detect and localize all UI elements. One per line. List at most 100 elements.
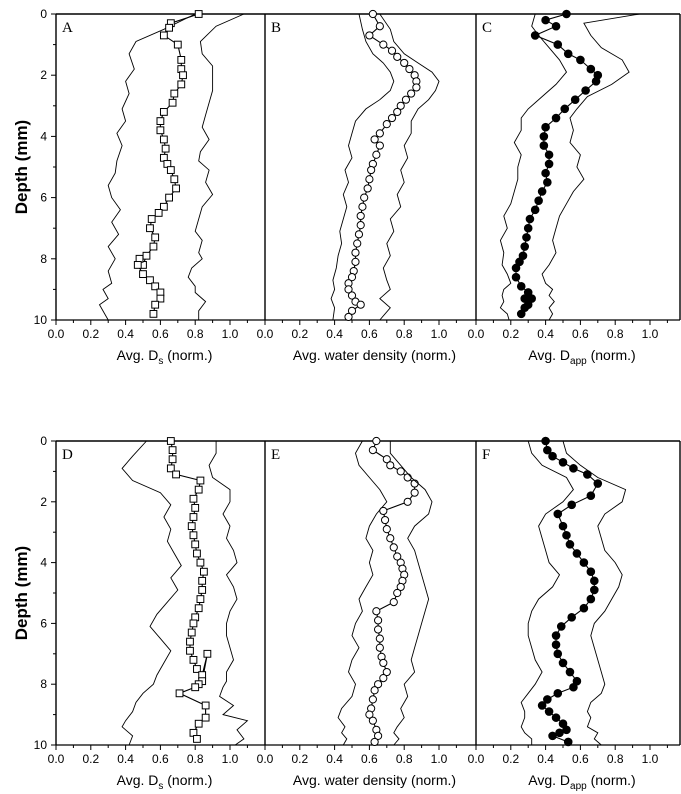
x-axis-title-main: Avg. D: [117, 347, 159, 363]
data-point: [159, 135, 168, 144]
data-point: [365, 710, 374, 719]
data-point: [372, 607, 381, 616]
data-point: [179, 71, 187, 80]
data-point: [565, 540, 575, 549]
x-tick-label: 0.2: [502, 752, 519, 766]
data-point: [151, 300, 160, 309]
data-point: [590, 576, 599, 586]
data-point: [379, 658, 388, 668]
data-point: [363, 184, 372, 193]
data-point: [576, 55, 585, 65]
data-point: [520, 242, 530, 251]
panel-letter: A: [62, 20, 73, 36]
panel-e: 0.0 0.2 0.4 0.6 0.8 1.0 E Avg. water density (n…: [257, 436, 476, 788]
data-point: [356, 300, 365, 309]
series-upper-envelope: [187, 13, 245, 320]
x-tick-label: 1.0: [222, 327, 239, 341]
x-tick-label: 0.8: [187, 752, 204, 766]
data-point: [569, 682, 578, 692]
data-point: [166, 464, 175, 473]
x-tick-label: 0.2: [82, 327, 99, 341]
data-point: [189, 655, 198, 664]
data-point: [191, 683, 200, 692]
data-point: [194, 719, 203, 728]
data-point: [539, 141, 549, 150]
x-tick-label: 0.8: [607, 752, 624, 766]
data-point: [347, 306, 357, 315]
data-point: [172, 470, 180, 479]
x-axis-title-subscript: app: [570, 356, 587, 367]
data-point: [168, 455, 177, 464]
data-point: [368, 9, 377, 19]
data-point: [393, 52, 402, 61]
data-point: [560, 104, 570, 114]
data-point: [567, 613, 577, 622]
series-lower-envelope: [98, 13, 196, 321]
panel-letter: E: [271, 447, 280, 463]
data-point: [344, 285, 353, 294]
data-point: [551, 713, 561, 722]
data-point: [159, 108, 168, 116]
panel-a: 0.0 0.2 0.4 0.6 0.8 1.0 0 2 4 6 8 10 Depth (mm) A Avg.…: [12, 7, 265, 367]
data-point: [389, 543, 398, 552]
data-point: [544, 150, 554, 160]
data-point: [351, 248, 360, 257]
data-point: [379, 674, 388, 683]
y-axis-title: Depth (mm): [12, 120, 31, 214]
data-point: [590, 585, 599, 595]
data-point: [374, 625, 383, 634]
data-point: [198, 586, 207, 594]
panel-d: 0.0 0.2 0.4 0.6 0.8 1.0 0 2 4 6 8 10 Depth (mm) D Avg.…: [12, 434, 265, 792]
x-tick-label: 1.0: [431, 752, 448, 766]
data-point: [375, 634, 384, 643]
data-point: [344, 312, 353, 322]
x-axis-title-main: Avg. water density (norm.): [293, 347, 456, 363]
data-point: [189, 513, 198, 521]
x-axis-title-main: Avg. D: [528, 772, 570, 788]
data-point: [133, 261, 142, 269]
x-tick-label: 0.6: [152, 327, 169, 341]
data-point: [516, 282, 526, 291]
data-point: [168, 446, 177, 455]
series-mean: [515, 13, 599, 315]
data-point: [201, 713, 210, 722]
data-point: [387, 113, 397, 123]
data-point: [382, 455, 391, 464]
data-point: [165, 193, 173, 202]
data-point: [581, 86, 590, 95]
data-point: [523, 223, 533, 233]
data-point: [382, 667, 391, 677]
data-point: [347, 273, 357, 282]
data-point: [541, 122, 550, 132]
data-point: [403, 497, 412, 506]
data-point: [367, 165, 376, 175]
data-point: [558, 457, 568, 467]
data-point: [562, 725, 571, 735]
data-point: [511, 272, 521, 282]
data-point: [586, 594, 596, 604]
x-axis-title: Avg. water density (norm.): [293, 772, 456, 788]
series-lower-envelope: [499, 13, 568, 321]
data-point: [586, 567, 596, 577]
data-point: [556, 622, 566, 631]
y-tick-label: 6: [40, 616, 47, 630]
data-point: [372, 150, 381, 159]
data-point: [147, 215, 156, 223]
data-point: [356, 211, 365, 221]
data-point: [541, 436, 550, 446]
data-point: [537, 187, 547, 196]
data-point: [175, 689, 184, 698]
x-axis-title-main: Avg. water density (norm.): [293, 772, 456, 788]
data-point: [375, 129, 384, 138]
data-point: [548, 731, 557, 741]
y-tick-label: 8: [40, 252, 47, 266]
panel-letter: F: [482, 447, 490, 463]
data-point: [146, 276, 154, 285]
y-axis-title: Depth (mm): [12, 546, 31, 640]
data-point: [372, 436, 381, 446]
data-point: [541, 15, 550, 25]
data-point: [177, 56, 186, 64]
x-tick-label: 1.0: [642, 752, 659, 766]
x-tick-label: 0.0: [48, 327, 65, 341]
